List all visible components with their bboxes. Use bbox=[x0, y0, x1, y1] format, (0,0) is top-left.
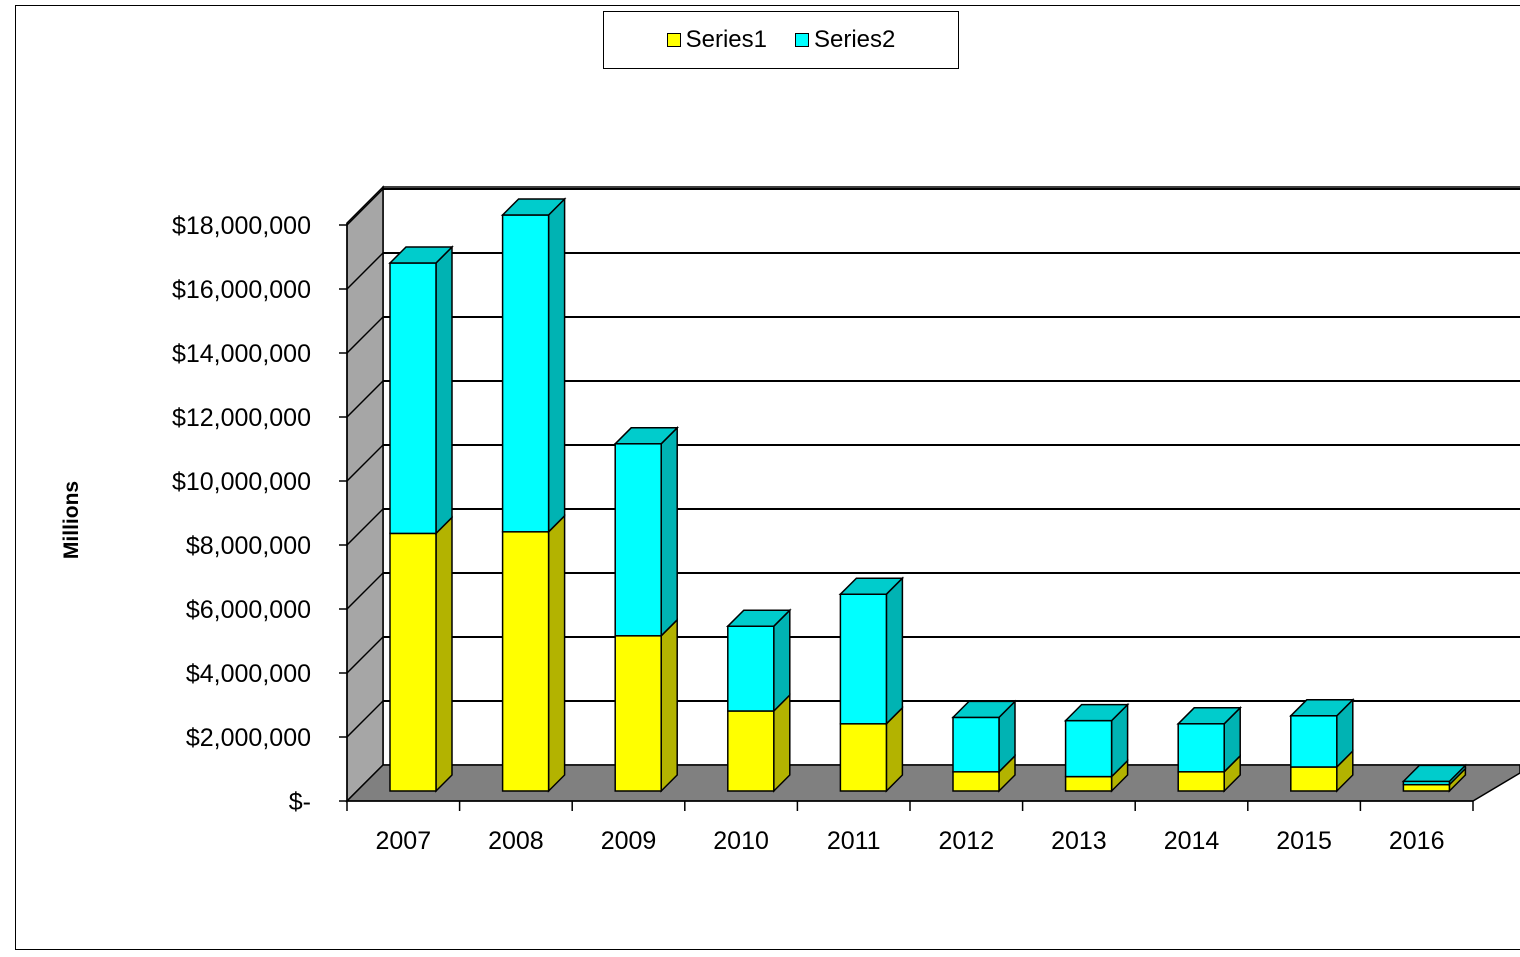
x-tick-label: 2011 bbox=[827, 827, 881, 855]
gridline-side bbox=[346, 316, 384, 354]
bar-series1-2013 bbox=[1064, 775, 1113, 792]
bar-series2-2015 bbox=[1290, 715, 1338, 768]
chart-legend: Series1 Series2 bbox=[603, 11, 959, 69]
gridline-side bbox=[346, 572, 384, 610]
x-tick-label: 2013 bbox=[1051, 827, 1107, 855]
bar-series2-2007 bbox=[389, 262, 437, 535]
x-tick-label: 2008 bbox=[488, 827, 544, 855]
bar-series1-2009 bbox=[614, 635, 662, 792]
bar-series1-2015 bbox=[1290, 766, 1338, 792]
gridline-side bbox=[346, 380, 384, 418]
bar-series1-2010 bbox=[727, 710, 775, 792]
y-tick-label: $2,000,000 bbox=[186, 724, 311, 752]
bar-series1-2012 bbox=[952, 771, 1000, 792]
bar-side-series1-2008 bbox=[547, 513, 566, 793]
y-tick-label: $4,000,000 bbox=[186, 660, 311, 688]
back-wall bbox=[382, 186, 1520, 766]
bar-top-2008 bbox=[500, 198, 567, 216]
y-tick-label: $12,000,000 bbox=[172, 404, 311, 432]
bar-top-2009 bbox=[613, 427, 680, 445]
bar-series1-2007 bbox=[389, 532, 437, 792]
x-tick-label: 2014 bbox=[1164, 827, 1220, 855]
y-tick-label: $6,000,000 bbox=[186, 596, 311, 624]
bar-top-2011 bbox=[838, 577, 905, 595]
bar-series2-2008 bbox=[501, 214, 550, 533]
bar-series2-2011 bbox=[839, 593, 888, 725]
legend-label-series2: Series2 bbox=[814, 26, 896, 53]
bar-series1-2014 bbox=[1177, 771, 1225, 792]
y-tick-label: $10,000,000 bbox=[172, 468, 311, 496]
bar-series2-2013 bbox=[1064, 719, 1113, 778]
bar-side-series2-2008 bbox=[547, 197, 566, 534]
bar-series1-2008 bbox=[501, 531, 550, 792]
x-tick-label: 2009 bbox=[601, 827, 657, 855]
bar-series1-2016 bbox=[1402, 783, 1451, 792]
bar-top-2014 bbox=[1176, 707, 1243, 725]
bar-top-2015 bbox=[1288, 699, 1355, 717]
bar-top-2013 bbox=[1063, 703, 1130, 722]
x-tick-label: 2016 bbox=[1389, 827, 1445, 855]
legend-label-series1: Series1 bbox=[685, 26, 767, 53]
bar-series2-2012 bbox=[952, 716, 1000, 773]
gridline-side bbox=[346, 252, 384, 290]
bar-top-2012 bbox=[951, 700, 1017, 719]
bar-top-2016 bbox=[1401, 764, 1468, 783]
gridline-side bbox=[346, 508, 384, 546]
bar-side-series2-2007 bbox=[435, 245, 453, 536]
y-tick-label: $- bbox=[289, 788, 311, 816]
x-tick-label: 2010 bbox=[713, 827, 769, 855]
gridline-side bbox=[346, 700, 384, 738]
side-wall bbox=[346, 185, 384, 803]
bar-side-series1-2009 bbox=[660, 617, 678, 793]
y-tick-label: $16,000,000 bbox=[172, 276, 311, 304]
gridline-side bbox=[346, 444, 384, 482]
bar-side-series2-2010 bbox=[773, 608, 791, 713]
bar-side-series2-2011 bbox=[885, 576, 904, 726]
x-tick-label: 2007 bbox=[375, 827, 431, 855]
bar-series2-2010 bbox=[727, 625, 775, 712]
legend-swatch-series1 bbox=[666, 33, 681, 47]
y-tick-label: $18,000,000 bbox=[172, 212, 311, 240]
legend-item-series2: Series2 bbox=[795, 26, 895, 54]
bar-side-series2-2009 bbox=[660, 425, 678, 638]
bar-top-2007 bbox=[388, 246, 454, 264]
legend-item-series1: Series1 bbox=[666, 26, 767, 54]
y-axis-title: Millions bbox=[60, 480, 83, 560]
bar-series2-2014 bbox=[1177, 723, 1225, 773]
bar-series1-2011 bbox=[839, 723, 888, 792]
legend-swatch-series2 bbox=[795, 33, 809, 47]
y-tick-label: $8,000,000 bbox=[186, 532, 311, 560]
gridline-side bbox=[346, 636, 384, 674]
bar-series2-2009 bbox=[614, 443, 662, 637]
bar-side-series1-2007 bbox=[435, 515, 453, 793]
x-tick-label: 2012 bbox=[938, 827, 994, 855]
y-tick-label: $14,000,000 bbox=[172, 340, 311, 368]
bar-top-2010 bbox=[725, 609, 792, 627]
gridline-side bbox=[346, 188, 384, 226]
x-tick-label: 2015 bbox=[1276, 827, 1332, 855]
